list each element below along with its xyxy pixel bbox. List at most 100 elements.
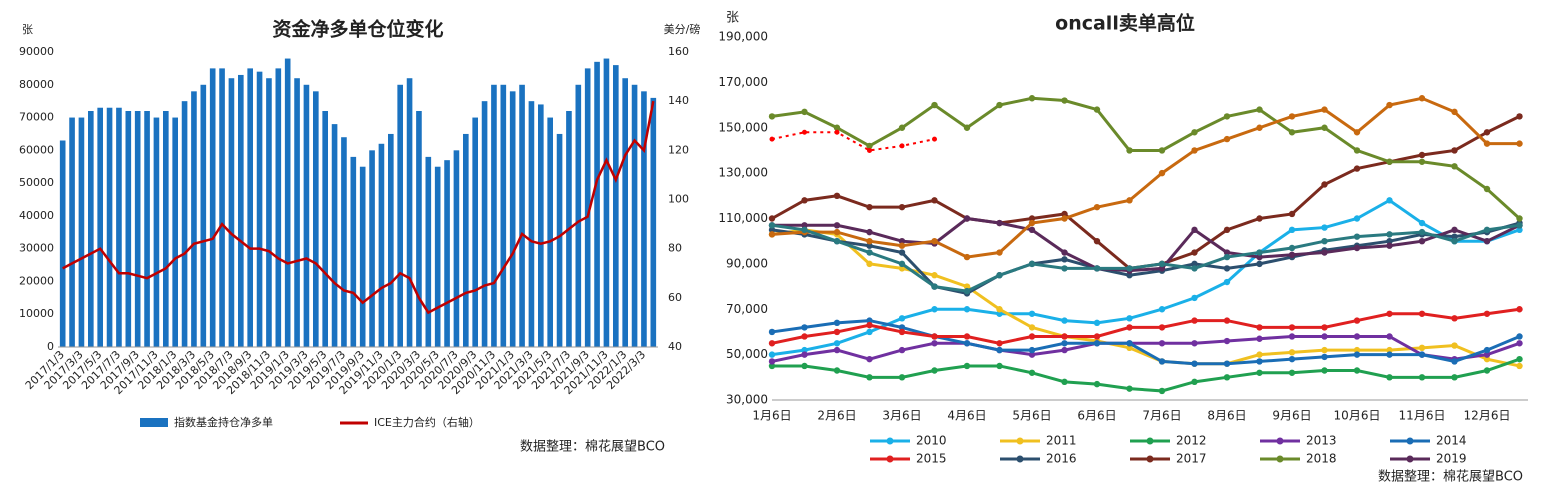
y-tick-label: 70,000 [726,302,768,316]
series-marker [996,101,1003,109]
series-marker [1028,310,1036,317]
bar [191,91,197,347]
bar [275,68,282,347]
source-note: 数据整理：棉花展望BCO [1378,469,1523,485]
y-tick-label: 170,000 [718,75,768,89]
series-marker [834,129,840,135]
series-marker [866,228,873,236]
series-marker [1028,260,1036,268]
series-marker [1158,387,1166,395]
bar [78,117,85,347]
bar [425,156,432,347]
series-marker [1093,265,1101,272]
legend-swatch [886,437,894,445]
series-marker [898,203,906,211]
series-marker [1483,129,1491,136]
series-marker [1126,340,1133,347]
series-marker [833,192,841,200]
bar [247,68,253,347]
series-marker [1516,215,1523,222]
legend-swatch [886,455,894,463]
series-marker [898,242,906,249]
series-marker [768,226,776,234]
y-tick-label: 30,000 [726,393,768,407]
series-marker [1483,351,1491,358]
series-marker [1126,197,1133,204]
series-marker [931,283,938,290]
series-marker [1191,129,1198,136]
y-tick-label: 130,000 [718,166,768,180]
x-tick-label: 7月6日 [1142,409,1181,423]
y2-axis-label: 美分/磅 [664,22,701,36]
series-marker [833,124,841,131]
legend-label: 指数基金持仓净多单 [174,415,273,429]
series-marker [833,237,841,245]
bar [397,84,403,348]
series-marker [1451,374,1458,381]
series-marker [1093,237,1101,245]
y2-tick-label: 40 [668,340,682,353]
legend-swatch [1276,455,1284,463]
series-marker [801,333,808,340]
series-marker [866,374,873,381]
bar [491,84,497,348]
series-marker [768,340,776,347]
series-marker [1028,333,1036,340]
series-marker [1418,344,1426,352]
series-marker [768,215,776,222]
series-marker [1061,317,1068,324]
series-marker [1061,340,1068,347]
series-marker [963,215,971,222]
series-marker [1256,215,1263,222]
series-marker [768,222,776,229]
series-marker [1451,315,1458,322]
series-marker [1418,351,1426,358]
series-marker [1516,222,1523,229]
bar [584,68,591,347]
series-marker [1418,95,1426,102]
bar [172,117,178,347]
series-marker [1028,369,1036,376]
series-line [771,319,1521,366]
y-axis-label: 张 [22,23,33,36]
series-marker [1191,260,1198,268]
series-marker [1028,215,1036,222]
series-marker [801,351,808,358]
y-tick-label: 10000 [19,307,54,320]
series-marker [1516,306,1523,313]
series-marker [1516,362,1523,370]
bar [59,140,66,347]
series-marker [1451,358,1458,365]
series-marker [1061,265,1068,272]
series-line [771,334,1520,363]
y-tick-label: 90,000 [726,256,768,270]
x-tick-label: 8月6日 [1207,409,1246,423]
series-marker [1223,360,1231,367]
series-line [772,357,1520,393]
series-marker [963,253,971,261]
legend-swatch [1146,455,1154,463]
series-marker [1288,210,1296,218]
series-marker [1126,385,1133,392]
series-marker [1321,346,1328,354]
series-marker [1353,367,1361,374]
bar [603,58,610,348]
series-marker [768,351,776,358]
series-marker [833,346,841,354]
series-marker [1288,369,1296,376]
series-marker [1223,135,1231,143]
series-line [771,228,1520,368]
bar [350,156,357,347]
x-tick-label: 4月6日 [947,409,986,423]
y-axis-label: 张 [726,11,739,26]
series-marker [768,362,776,370]
series-marker [866,317,873,324]
series-marker [898,124,906,131]
series-marker [1386,346,1393,354]
series-marker [963,340,971,347]
series-marker [1386,333,1393,340]
series-marker [931,101,938,109]
series-marker [1483,355,1491,363]
series-line [771,96,1520,259]
series-marker [1256,124,1263,131]
